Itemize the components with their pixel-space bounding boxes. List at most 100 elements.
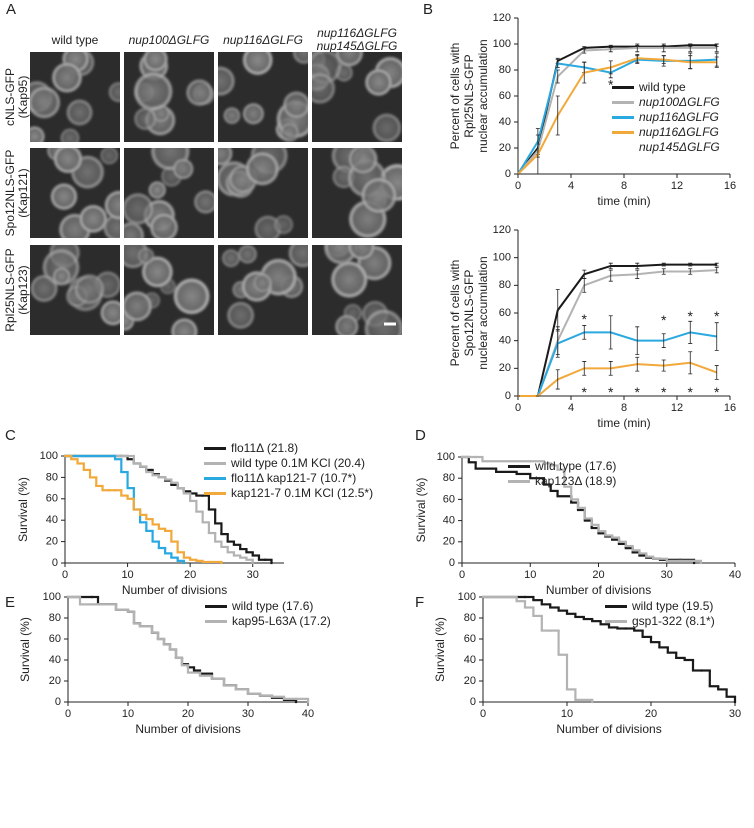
micrograph — [30, 148, 120, 238]
significance-mark: * — [714, 384, 720, 400]
y-tick-label: 20 — [443, 536, 455, 548]
micrograph — [312, 52, 402, 142]
error-bar — [555, 95, 560, 136]
cell — [60, 128, 80, 142]
error-bar — [635, 326, 640, 355]
legend-item: nup116ΔGLFG — [612, 110, 737, 125]
panel-letter: B — [423, 1, 433, 18]
cell — [42, 248, 80, 286]
cell — [103, 214, 120, 238]
micrograph — [312, 245, 402, 335]
y-tick-label: 80 — [464, 612, 476, 624]
error-bar — [714, 266, 719, 274]
x-tick-label: 8 — [621, 402, 627, 414]
x-tick-label: 0 — [515, 180, 521, 192]
error-bar — [688, 55, 693, 70]
significance-mark: * — [661, 312, 667, 328]
x-tick-label: 40 — [302, 708, 314, 720]
cells — [30, 245, 120, 326]
micrograph — [30, 52, 120, 142]
micrograph — [218, 52, 308, 142]
cell — [51, 62, 83, 93]
cell — [245, 151, 280, 186]
x-tick-label: 10 — [121, 569, 133, 581]
y-tick-label: 60 — [49, 633, 61, 645]
error-bar — [714, 262, 719, 267]
legend-item: wild type 0.1M KCl (20.4) — [204, 456, 374, 471]
cells — [124, 148, 214, 238]
cell — [372, 113, 402, 142]
significance-mark: * — [582, 384, 588, 400]
y-tick-label: 120 — [493, 224, 511, 236]
y-tick-label: 80 — [46, 471, 58, 483]
legend-swatch — [205, 620, 227, 623]
row-label: (Kap121) — [16, 168, 30, 217]
error-bar — [688, 43, 693, 53]
cells — [221, 245, 308, 329]
x-axis-label: Number of divisions — [546, 583, 651, 597]
y-tick-label: 100 — [40, 450, 58, 462]
error-bar — [582, 47, 587, 54]
legend-swatch — [605, 620, 627, 623]
cell — [348, 148, 378, 174]
panel-letter: D — [415, 427, 426, 444]
x-tick-label: 10 — [122, 708, 134, 720]
legend-item: wild type (19.5) — [605, 599, 735, 614]
cells — [133, 52, 214, 136]
cell — [292, 52, 308, 64]
x-tick-label: 16 — [724, 180, 736, 192]
x-tick-label: 8 — [621, 180, 627, 192]
legend-label: wild type (17.6) — [232, 599, 314, 613]
x-tick-label: 30 — [661, 569, 673, 581]
x-tick-label: 30 — [247, 569, 259, 581]
error-bar — [661, 43, 666, 53]
row-label: Rpl25NLS-GFP — [3, 248, 17, 331]
legend-swatch — [204, 492, 226, 495]
significance-mark: * — [635, 384, 641, 400]
cell — [100, 148, 119, 165]
error-bar — [714, 43, 719, 53]
y-tick-label: 0 — [505, 390, 511, 402]
legend-swatch — [508, 480, 530, 483]
cell — [194, 190, 214, 214]
y-tick-label: 0 — [470, 696, 476, 708]
cell — [133, 71, 173, 111]
y-axis-label: Rpl25NLS-GFP — [462, 54, 476, 137]
cell — [288, 245, 308, 268]
y-tick-label: 80 — [443, 472, 455, 484]
legend: flo11Δ (21.8) wild type 0.1M KCl (20.4) fl… — [204, 441, 374, 501]
legend-label: gsp1-322 (8.1*) — [632, 614, 715, 628]
cell — [104, 190, 120, 220]
cell — [100, 300, 120, 326]
micrograph — [124, 148, 214, 238]
y-axis-label: nuclear accumulation — [476, 256, 490, 369]
cell — [365, 68, 392, 96]
cell — [134, 107, 157, 131]
series-line — [518, 263, 717, 397]
y-tick-label: 40 — [443, 515, 455, 527]
x-tick-label: 0 — [62, 569, 68, 581]
y-tick-label: 60 — [46, 493, 58, 505]
legend-swatch — [204, 447, 226, 450]
micrograph — [124, 245, 214, 335]
significance-mark: * — [661, 384, 667, 400]
cell — [186, 79, 213, 106]
cell — [242, 52, 273, 76]
x-tick-label: 20 — [592, 569, 604, 581]
y-axis-label: Percent of cells with — [448, 260, 462, 367]
y-tick-label: 60 — [499, 307, 511, 319]
error-bar — [688, 268, 693, 275]
row-label: Spo12NLS-GFP — [3, 150, 17, 237]
cell — [124, 222, 145, 238]
error-bar — [635, 356, 640, 372]
cell — [330, 261, 368, 298]
x-axis-label: time (min) — [597, 194, 650, 208]
micrograph — [312, 148, 402, 238]
cells — [218, 148, 294, 238]
y-tick-label: 20 — [499, 362, 511, 374]
error-bar — [661, 268, 666, 275]
error-bar — [714, 365, 719, 380]
cell — [312, 72, 336, 104]
x-tick-label: 10 — [524, 569, 536, 581]
